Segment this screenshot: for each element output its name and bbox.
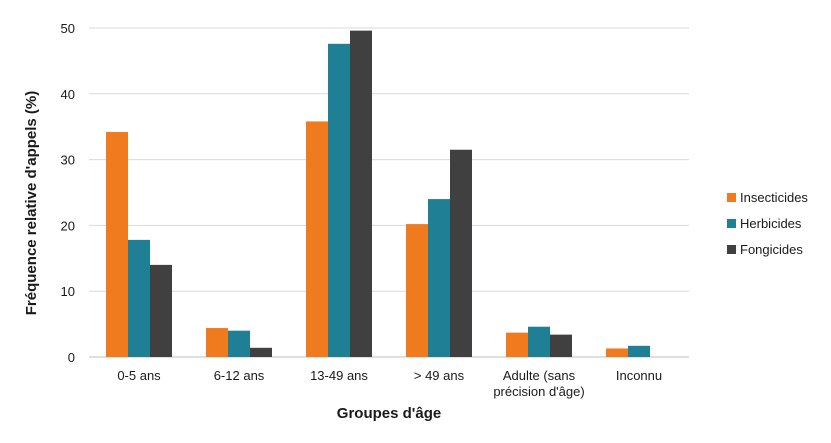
bar-fongicides-2 — [350, 30, 372, 358]
y-tick-labels: 0 10 20 30 40 50 — [61, 21, 75, 365]
x-tick-label: 13-49 ans — [310, 368, 368, 383]
bar-herbicides-4 — [528, 326, 550, 357]
bar-herbicides-2 — [328, 43, 350, 358]
bar-herbicides-0 — [128, 239, 150, 357]
y-tick-label: 10 — [61, 284, 75, 299]
x-tick-label: Inconnu — [616, 368, 662, 383]
bar-herbicides-5 — [628, 345, 650, 357]
bar-insecticides-5 — [606, 348, 628, 357]
legend-swatch-fongicides — [727, 245, 736, 254]
y-axis-title: Fréquence relative d'appels (%) — [23, 91, 40, 315]
bar-insecticides-4 — [506, 332, 528, 357]
legend-label-insecticides: Insecticides — [740, 190, 808, 205]
y-tick-label: 30 — [61, 153, 75, 168]
y-tick-label: 50 — [61, 21, 75, 36]
bars — [106, 30, 650, 358]
legend-swatch-herbicides — [727, 219, 736, 228]
y-tick-label: 40 — [61, 87, 75, 102]
x-tick-label: > 49 ans — [414, 368, 465, 383]
y-tick-label: 0 — [68, 350, 75, 365]
legend-label-herbicides: Herbicides — [740, 216, 802, 231]
bar-herbicides-1 — [228, 330, 250, 357]
bar-insecticides-3 — [406, 224, 428, 357]
legend-label-fongicides: Fongicides — [740, 242, 803, 257]
x-tick-label: Adulte (sans précision d'âge) — [493, 368, 584, 399]
bar-fongicides-3 — [450, 149, 472, 357]
x-tick-labels: 0-5 ans 6-12 ans 13-49 ans > 49 ans Adulte (… — [117, 368, 662, 399]
bar-herbicides-3 — [428, 199, 450, 357]
bar-fongicides-0 — [150, 264, 172, 357]
x-axis-title: Groupes d'âge — [337, 405, 441, 422]
bar-insecticides-0 — [106, 131, 128, 357]
gridlines — [89, 27, 689, 358]
bar-insecticides-1 — [206, 328, 228, 357]
bar-fongicides-4 — [550, 334, 572, 357]
x-tick-label: 0-5 ans — [117, 368, 161, 383]
bar-insecticides-2 — [306, 121, 328, 357]
bar-fongicides-1 — [250, 347, 272, 357]
x-tick-label: 6-12 ans — [214, 368, 265, 383]
y-tick-label: 20 — [61, 218, 75, 233]
legend-swatch-insecticides — [727, 193, 736, 202]
legend: Insecticides Herbicides Fongicides — [727, 190, 808, 257]
